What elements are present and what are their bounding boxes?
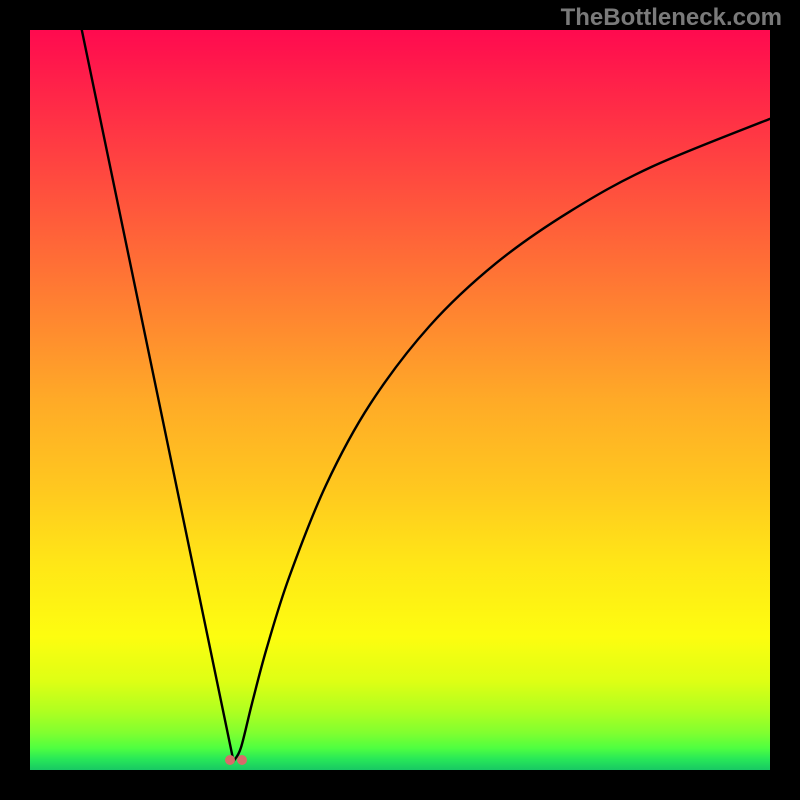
- watermark-text: TheBottleneck.com: [561, 4, 782, 32]
- vertex-marker: [237, 755, 247, 765]
- vertex-marker: [225, 755, 235, 765]
- plot-area: [30, 30, 770, 770]
- marker-layer: [30, 30, 770, 770]
